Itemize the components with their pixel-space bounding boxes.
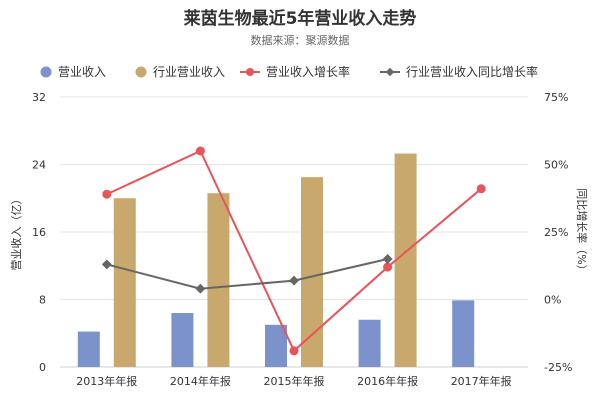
legend-label: 营业收入增长率 bbox=[266, 64, 350, 79]
y-tick-label: 16 bbox=[32, 226, 46, 239]
x-tick-label: 2014年年报 bbox=[170, 374, 231, 388]
bar bbox=[301, 177, 323, 367]
bar bbox=[358, 319, 381, 367]
x-tick-label: 2017年年报 bbox=[451, 374, 512, 388]
line-series bbox=[101, 146, 486, 356]
data-point bbox=[289, 346, 299, 356]
y2-axis-label: 同比增长率（%） bbox=[575, 188, 589, 275]
data-point bbox=[289, 275, 299, 286]
x-tick-label: 2016年年报 bbox=[357, 374, 418, 388]
y-axis-label: 营业收入（亿） bbox=[9, 194, 23, 271]
data-point bbox=[102, 189, 112, 199]
data-point bbox=[195, 146, 205, 156]
legend-item[interactable]: 行业营业收入同比增长率 bbox=[380, 64, 538, 79]
legend-swatch bbox=[40, 66, 52, 78]
y2-tick-label: 0% bbox=[544, 294, 561, 307]
bar-series bbox=[77, 153, 475, 367]
y-tick-label: 32 bbox=[32, 91, 46, 104]
gridlines bbox=[60, 96, 528, 368]
bar bbox=[113, 198, 136, 367]
data-point bbox=[195, 283, 206, 294]
data-point bbox=[382, 254, 393, 264]
y2-tick-label: 50% bbox=[544, 159, 568, 172]
legend-marker bbox=[385, 67, 395, 77]
x-axis: 2013年年报 2014年年报 2015年年报 2016年年报 2017年年报 bbox=[76, 374, 511, 388]
y2-tick-label: -25% bbox=[544, 361, 572, 374]
legend-label: 营业收入 bbox=[58, 65, 106, 79]
y2-tick-label: 25% bbox=[544, 226, 568, 239]
series-line bbox=[106, 149, 482, 353]
data-point bbox=[101, 259, 112, 270]
bar bbox=[171, 313, 194, 367]
legend-item[interactable]: 行业营业收入 bbox=[135, 65, 226, 79]
legend-marker bbox=[246, 68, 254, 76]
x-tick-label: 2015年年报 bbox=[264, 374, 325, 388]
bar bbox=[77, 331, 100, 367]
bar bbox=[452, 300, 475, 367]
legend-item[interactable]: 营业收入增长率 bbox=[240, 64, 350, 79]
legend-label: 行业营业收入 bbox=[153, 65, 225, 79]
legend-item[interactable]: 营业收入 bbox=[40, 65, 107, 79]
y-axis-left: 0 8 16 24 32 bbox=[32, 91, 46, 374]
y-tick-label: 0 bbox=[39, 361, 46, 374]
chart-subtitle: 数据来源：聚源数据 bbox=[251, 33, 350, 47]
y-tick-label: 24 bbox=[32, 159, 46, 172]
x-tick-label: 2013年年报 bbox=[76, 374, 137, 388]
y-tick-label: 8 bbox=[39, 294, 46, 307]
y2-tick-label: 75% bbox=[544, 91, 568, 104]
legend-label: 行业营业收入同比增长率 bbox=[406, 64, 538, 79]
data-point bbox=[476, 184, 486, 194]
bar bbox=[207, 193, 230, 367]
data-point bbox=[383, 262, 393, 272]
bar bbox=[265, 324, 287, 367]
bar bbox=[394, 153, 417, 367]
legend-swatch bbox=[135, 66, 147, 78]
y-axis-right: -25% 0% 25% 50% 75% bbox=[544, 91, 572, 374]
chart-title: 莱茵生物最近5年营业收入走势 bbox=[184, 8, 417, 29]
legend[interactable]: 营业收入 行业营业收入 营业收入增长率 行业营业收入同比增长率 bbox=[40, 64, 539, 79]
series-line bbox=[106, 258, 388, 290]
